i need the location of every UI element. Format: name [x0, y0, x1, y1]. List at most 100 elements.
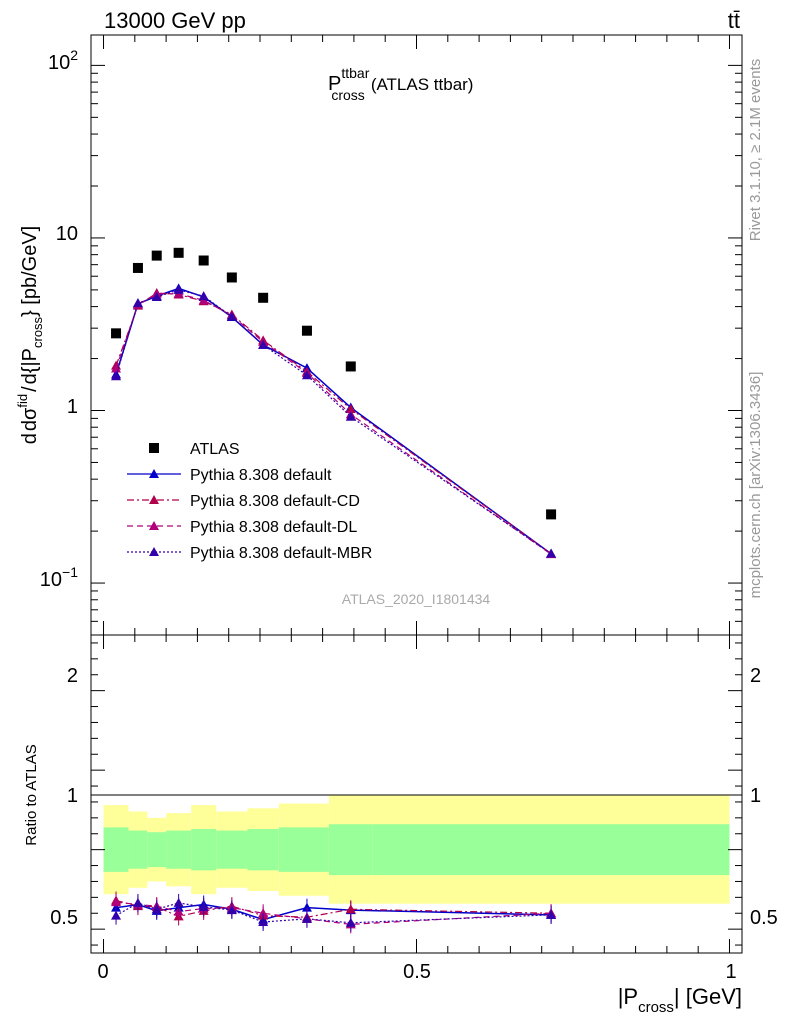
- data-point-1: [132, 262, 143, 273]
- point-mbr-8: [345, 411, 356, 421]
- mcplots-label: mcplots.cern.ch [arXiv:1306.3436]: [747, 372, 764, 599]
- ratio-panel: 0.5 1 2 0.5 1 2 0 0.5 1 Ratio to ATLAS |…: [23, 634, 778, 1016]
- legend: ATLAS Pythia 8.308 default Pythia 8.308 de…: [127, 441, 372, 562]
- ratio-line-default: [115, 903, 552, 921]
- ratio-point-mbr-6: [258, 916, 269, 926]
- point-mbr-2: [151, 291, 162, 301]
- data-point-2: [151, 250, 162, 261]
- legend-item-default: Pythia 8.308 default: [127, 467, 332, 484]
- chart-title-rest: (ATLAS ttbar): [371, 75, 474, 94]
- y-tick-label-1: 1: [67, 396, 78, 418]
- legend-label-data: ATLAS: [190, 441, 240, 458]
- data-point-7: [301, 325, 312, 336]
- ratio-frame: [90, 634, 743, 954]
- point-mbr-3: [173, 284, 184, 294]
- ratio-line-dl: [115, 901, 552, 925]
- ratio-point-dl-0: [111, 897, 122, 907]
- main-y-tick-labels: 10−1 1 10 102: [40, 47, 78, 591]
- ratio-y-tick-label-1-left: 1: [67, 785, 78, 807]
- ratio-point-mbr-9: [546, 909, 557, 919]
- data-point-4: [198, 255, 209, 266]
- point-mbr-7: [301, 370, 312, 380]
- chart-title-main: P: [328, 73, 341, 95]
- series-line-dl: [115, 293, 552, 555]
- x-axis-label: |Pcross| [GeV]: [618, 984, 742, 1016]
- inner-band-6: [247, 828, 279, 871]
- data-point-6: [258, 292, 269, 303]
- series-line-mbr: [115, 289, 552, 555]
- legend-label-cd: Pythia 8.308 default-CD: [190, 493, 360, 510]
- ratio-point-mbr-0: [111, 910, 122, 920]
- legend-marker-dl: [149, 521, 159, 530]
- ratio-point-default-7: [301, 902, 312, 912]
- data-point-3: [173, 247, 184, 258]
- ratio-point-mbr-2: [151, 904, 162, 914]
- x-axis-label-sub: cross: [638, 999, 674, 1016]
- legend-marker-mbr: [149, 547, 159, 556]
- point-mbr-4: [198, 291, 209, 301]
- main-panel: 10−1 1 10 102 Pttbar cross (ATLAS ttbar) d…: [15, 34, 743, 636]
- inner-band-3: [166, 830, 192, 869]
- inner-band-0: [103, 827, 129, 872]
- data-point-5: [226, 272, 237, 283]
- x-tick-label-1: 1: [725, 961, 736, 983]
- legend-item-dl: Pythia 8.308 default-DL: [127, 519, 357, 536]
- point-mbr-1: [132, 297, 143, 307]
- y-tick-label-10: 10: [56, 223, 78, 245]
- point-cd-8: [345, 404, 356, 414]
- uncertainty-bands: [103, 795, 730, 904]
- rivet-label: Rivet 3.1.10, ≥ 2.1M events: [747, 59, 764, 242]
- ratio-y-tick-label-2-left: 2: [67, 665, 78, 687]
- ratio-point-mbr-7: [301, 913, 312, 923]
- main-frame: [90, 34, 743, 636]
- legend-marker-data: [149, 443, 159, 453]
- ratio-y-tick-label-1-right: 1: [750, 785, 761, 807]
- y-tick-label-0p1: 10−1: [40, 564, 78, 591]
- x-tick-label-05: 0.5: [403, 961, 431, 983]
- ratio-y-tick-labels: 0.5 1 2 0.5 1 2: [50, 665, 778, 929]
- main-y-axis-label: ddσfid/d{|Pcross} [pb/GeV]: [15, 226, 45, 444]
- energy-label: 13000 GeV pp: [104, 8, 246, 33]
- inner-band-5: [216, 830, 248, 869]
- ratio-y-tick-label-05-right: 0.5: [750, 907, 778, 929]
- x-axis-label-rest: | [GeV]: [674, 984, 742, 1009]
- ratio-y-axis-label: Ratio to ATLAS: [23, 744, 40, 845]
- ratio-line-mbr: [115, 902, 552, 924]
- point-mbr-9: [546, 548, 557, 558]
- ratio-x-tick-labels: 0 0.5 1: [97, 961, 736, 983]
- main-axis-ticks: [91, 35, 742, 636]
- data-point-8: [345, 361, 356, 372]
- inner-band-9: [372, 824, 730, 876]
- legend-marker-default: [149, 469, 159, 478]
- inner-band-4: [191, 828, 217, 871]
- ratio-axis-ticks: [91, 635, 742, 953]
- watermark: ATLAS_2020_I1801434: [342, 591, 491, 607]
- chart-title: Pttbar cross (ATLAS ttbar): [328, 65, 473, 103]
- data-point-9: [546, 509, 557, 520]
- chart-title-sub: cross: [331, 87, 364, 103]
- ratio-y-tick-label-05-left: 0.5: [50, 907, 78, 929]
- main-marks: [111, 247, 557, 559]
- ratio-point-mbr-8: [345, 917, 356, 927]
- inner-band-7: [278, 827, 329, 872]
- chart-title-sup: ttbar: [341, 65, 369, 81]
- point-mbr-5: [226, 311, 237, 321]
- inner-band-2: [147, 832, 167, 868]
- legend-label-default: Pythia 8.308 default: [190, 467, 332, 484]
- series-line-default: [115, 287, 552, 555]
- legend-label-dl: Pythia 8.308 default-DL: [190, 519, 357, 536]
- legend-item-data: ATLAS: [149, 441, 240, 458]
- x-axis-label-main: |P: [618, 984, 638, 1009]
- process-label: tt̄: [728, 8, 740, 33]
- y-tick-label-100: 102: [48, 47, 78, 74]
- ratio-marks: [111, 891, 557, 934]
- legend-label-mbr: Pythia 8.308 default-MBR: [190, 545, 372, 562]
- ratio-point-mbr-3: [173, 897, 184, 907]
- point-dl-0: [111, 363, 122, 373]
- ratio-point-mbr-5: [226, 905, 237, 915]
- legend-item-cd: Pythia 8.308 default-CD: [127, 493, 360, 510]
- series-line-cd: [115, 292, 552, 555]
- ratio-point-cd-8: [345, 904, 356, 914]
- ratio-point-mbr-1: [132, 897, 143, 907]
